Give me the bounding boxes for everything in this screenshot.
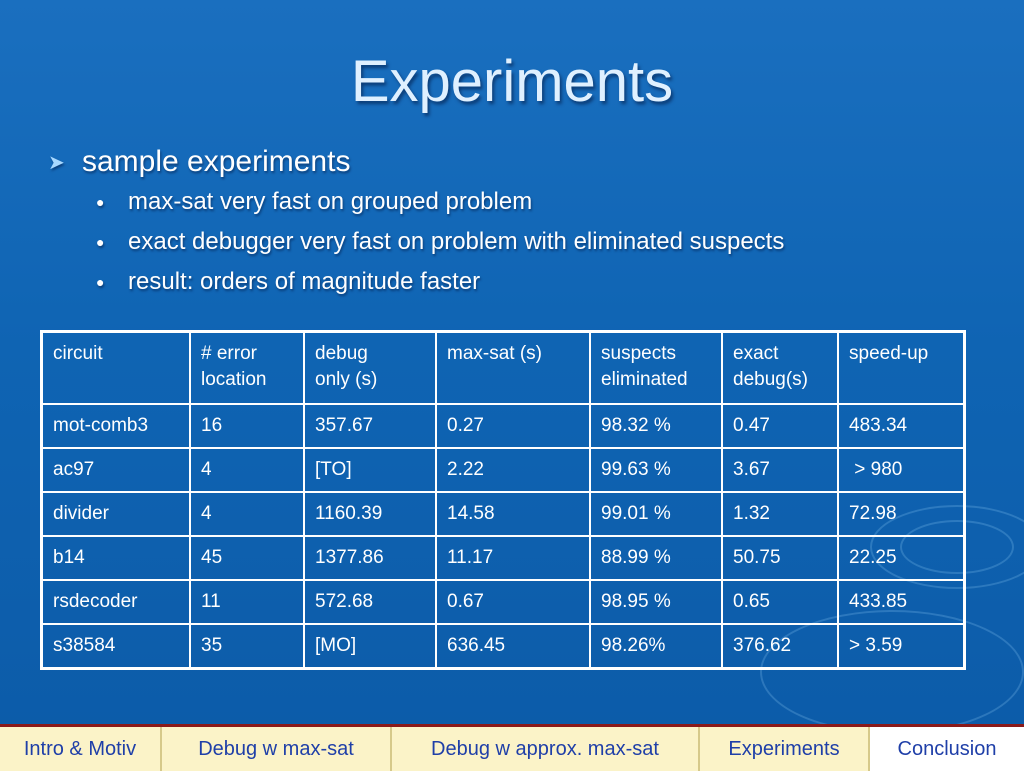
table-cell: 4 <box>189 491 305 537</box>
table-cell: > 3.59 <box>837 623 966 670</box>
table-cell: 483.34 <box>837 403 966 449</box>
header-error-location: # error location <box>189 330 305 405</box>
table-cell: 2.22 <box>435 447 591 493</box>
table-cell: 98.32 % <box>589 403 723 449</box>
table-row: divider 4 1160.39 14.58 99.01 % 1.32 72.… <box>40 491 966 537</box>
header-text: exact <box>733 343 779 364</box>
table-cell: 4 <box>189 447 305 493</box>
table-cell: 50.75 <box>721 535 839 581</box>
sub-bullet: ● max-sat very fast on grouped problem <box>96 182 988 222</box>
bullet-main-text: sample experiments <box>82 145 351 178</box>
table-cell: 11.17 <box>435 535 591 581</box>
sub-bullet-text: exact debugger very fast on problem with… <box>128 228 785 255</box>
table-cell: 357.67 <box>303 403 437 449</box>
table-cell: 99.01 % <box>589 491 723 537</box>
table-cell: 22.25 <box>837 535 966 581</box>
table-cell: [TO] <box>303 447 437 493</box>
table-cell: 88.99 % <box>589 535 723 581</box>
header-suspects-eliminated: suspects eliminated <box>589 330 723 405</box>
header-circuit: circuit <box>40 330 191 405</box>
table-cell: 11 <box>189 579 305 625</box>
dot-icon: ● <box>96 234 105 250</box>
header-text: # error <box>201 343 257 364</box>
table-cell: 98.95 % <box>589 579 723 625</box>
header-debug-only: debug only (s) <box>303 330 437 405</box>
header-text: debug <box>315 343 368 364</box>
table-cell: 376.62 <box>721 623 839 670</box>
slide-title: Experiments <box>350 49 674 114</box>
table-cell: 572.68 <box>303 579 437 625</box>
bullet-list: ➤ sample experiments ● max-sat very fast… <box>48 142 988 302</box>
results-table: circuit # error location debug only (s) ma… <box>40 330 966 670</box>
header-text: speed-up <box>849 343 929 364</box>
table-row: mot-comb3 16 357.67 0.27 98.32 % 0.47 48… <box>40 403 966 449</box>
sub-bullet: ● exact debugger very fast on problem wi… <box>96 222 988 262</box>
table-cell: 45 <box>189 535 305 581</box>
table-cell: 3.67 <box>721 447 839 493</box>
table-cell: 14.58 <box>435 491 591 537</box>
table-cell: 433.85 <box>837 579 966 625</box>
table-cell: rsdecoder <box>40 579 191 625</box>
table-cell: 1.32 <box>721 491 839 537</box>
sub-bullet: ● result: orders of magnitude faster <box>96 262 988 302</box>
table-cell: 99.63 % <box>589 447 723 493</box>
table-cell: 0.67 <box>435 579 591 625</box>
header-text: eliminated <box>601 369 688 390</box>
header-text: location <box>201 369 267 390</box>
header-text: max-sat (s) <box>447 343 542 364</box>
header-exact-debug: exact debug(s) <box>721 330 839 405</box>
table-cell: s38584 <box>40 623 191 670</box>
bullet-main: ➤ sample experiments <box>48 142 988 182</box>
nav-item-debug-approx-max-sat[interactable]: Debug w approx. max-sat <box>392 727 700 771</box>
table-row: s38584 35 [MO] 636.45 98.26% 376.62 > 3.… <box>40 623 966 670</box>
table-cell: [MO] <box>303 623 437 670</box>
table-cell: 1377.86 <box>303 535 437 581</box>
header-text: only (s) <box>315 369 378 390</box>
arrow-right-icon: ➤ <box>48 151 65 174</box>
sub-bullet-text: max-sat very fast on grouped problem <box>128 188 533 215</box>
nav-item-conclusion[interactable]: Conclusion <box>870 727 1024 771</box>
nav-item-debug-max-sat[interactable]: Debug w max-sat <box>162 727 392 771</box>
table-cell: 0.65 <box>721 579 839 625</box>
table-cell: > 980 <box>837 447 966 493</box>
sub-bullet-text: result: orders of magnitude faster <box>128 268 481 295</box>
header-speed-up: speed-up <box>837 330 966 405</box>
table-row: rsdecoder 11 572.68 0.67 98.95 % 0.65 43… <box>40 579 966 625</box>
header-text: debug(s) <box>733 369 808 390</box>
table-cell: 1160.39 <box>303 491 437 537</box>
table-cell: 0.47 <box>721 403 839 449</box>
table-cell: b14 <box>40 535 191 581</box>
results-table-container: circuit # error location debug only (s) ma… <box>40 330 966 670</box>
table-cell: 636.45 <box>435 623 591 670</box>
table-cell: 98.26% <box>589 623 723 670</box>
dot-icon: ● <box>96 274 105 290</box>
section-nav-bar: Intro & Motiv Debug w max-sat Debug w ap… <box>0 724 1024 771</box>
table-row: b14 45 1377.86 11.17 88.99 % 50.75 22.25 <box>40 535 966 581</box>
header-text: circuit <box>53 343 103 364</box>
table-cell: 35 <box>189 623 305 670</box>
header-text: suspects <box>601 343 676 364</box>
table-row: ac97 4 [TO] 2.22 99.63 % 3.67 > 980 <box>40 447 966 493</box>
table-cell: mot-comb3 <box>40 403 191 449</box>
table-cell: 16 <box>189 403 305 449</box>
header-max-sat: max-sat (s) <box>435 330 591 405</box>
table-cell: divider <box>40 491 191 537</box>
table-cell: 72.98 <box>837 491 966 537</box>
table-cell: ac97 <box>40 447 191 493</box>
table-cell: 0.27 <box>435 403 591 449</box>
nav-item-experiments[interactable]: Experiments <box>700 727 870 771</box>
table-header-row: circuit # error location debug only (s) ma… <box>40 330 966 405</box>
dot-icon: ● <box>96 194 105 210</box>
nav-item-intro-motiv[interactable]: Intro & Motiv <box>0 727 162 771</box>
